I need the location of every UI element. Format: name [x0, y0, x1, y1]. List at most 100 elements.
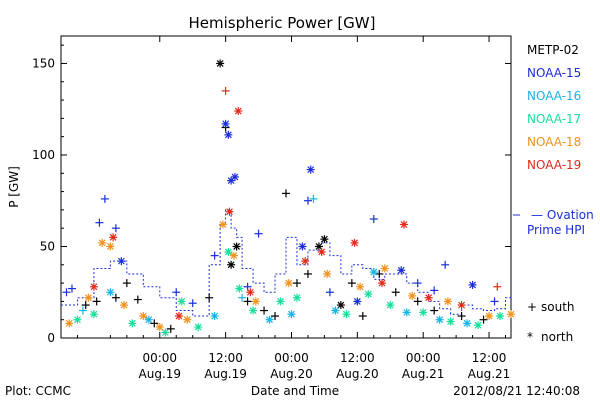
- data-point-metp-02: [282, 189, 290, 198]
- legend: METP-02 NOAA-15 NOAA-16 NOAA-17 NOAA-18 NOAA-…: [527, 43, 581, 172]
- data-point-noaa-17: [249, 306, 258, 315]
- data-point-noaa-19: [221, 86, 230, 95]
- y-axis-label: P [GW]: [7, 166, 21, 208]
- x-tick-date: Aug.20: [270, 367, 313, 381]
- y-tick-label: 50: [40, 239, 55, 253]
- data-point-metp-02: [292, 279, 301, 288]
- data-point-noaa-17: [89, 310, 98, 319]
- plot-area: [60, 35, 512, 339]
- y-tick-label: 0: [47, 331, 55, 345]
- x-tick-date: Aug.21: [402, 367, 445, 381]
- ovation-hpi-line: [61, 209, 511, 317]
- data-point-noaa-18: [380, 264, 389, 273]
- marker-key-symbol: +: [527, 300, 537, 314]
- data-point-noaa-18: [120, 301, 129, 310]
- data-point-metp-02: [133, 295, 142, 304]
- data-point-noaa-18: [155, 323, 164, 332]
- x-tick-date: Aug.20: [336, 367, 379, 381]
- x-tick-date: Aug.21: [468, 367, 511, 381]
- data-point-noaa-18: [229, 251, 238, 260]
- data-point-noaa-16: [309, 194, 318, 203]
- data-point-metp-02: [111, 293, 120, 302]
- data-point-noaa-15: [210, 251, 219, 260]
- data-point-metp-02: [303, 269, 312, 278]
- data-point-noaa-16: [144, 315, 153, 324]
- data-point-noaa-19: [109, 233, 118, 242]
- data-point-metp-02: [243, 297, 252, 306]
- marker-key-symbol: *: [527, 330, 533, 344]
- data-point-noaa-15: [95, 218, 104, 227]
- data-point-metp-02: [336, 301, 345, 310]
- y-tick-label: 150: [32, 56, 55, 70]
- x-axis-ticks: 00:00 Aug.19 12:00 Aug.19 00:00 Aug.20 12:00 Au…: [60, 36, 511, 381]
- data-point-metp-02: [81, 301, 90, 310]
- legend-item-noaa-18: NOAA-18: [527, 135, 581, 149]
- data-point-noaa-17: [161, 328, 170, 337]
- data-point-metp-02: [216, 59, 225, 68]
- data-point-noaa-15: [441, 260, 450, 269]
- data-point-noaa-17: [73, 315, 82, 324]
- data-point-noaa-19: [493, 282, 502, 291]
- data-point-metp-02: [150, 319, 159, 328]
- data-point-noaa-19: [424, 293, 433, 302]
- data-point-noaa-15: [490, 297, 499, 306]
- data-point-noaa-15: [172, 288, 181, 297]
- data-point-noaa-15: [111, 224, 120, 233]
- data-point-noaa-19: [399, 220, 408, 229]
- data-point-noaa-15: [353, 297, 362, 306]
- marker-key-label: north: [541, 330, 573, 344]
- data-point-noaa-15: [325, 288, 334, 297]
- data-point-noaa-17: [292, 293, 301, 302]
- data-point-noaa-17: [419, 308, 428, 317]
- x-tick-time: 00:00: [406, 351, 441, 365]
- chart-title: Hemispheric Power [GW]: [189, 14, 376, 32]
- data-point-noaa-15: [303, 196, 312, 205]
- x-axis-label: Date and Time: [251, 384, 339, 398]
- data-point-noaa-15: [298, 242, 307, 251]
- data-point-noaa-16: [331, 306, 340, 315]
- data-point-noaa-15: [100, 194, 109, 203]
- data-point-noaa-18: [443, 297, 452, 306]
- data-point-noaa-18: [507, 310, 515, 319]
- x-tick-time: 00:00: [274, 351, 309, 365]
- data-point-metp-02: [430, 306, 439, 315]
- data-point-noaa-18: [251, 297, 260, 306]
- data-point-noaa-19: [378, 279, 387, 288]
- data-point-metp-02: [358, 312, 367, 321]
- data-point-noaa-18: [84, 293, 93, 302]
- data-point-noaa-19: [317, 247, 326, 256]
- data-point-noaa-15: [369, 215, 378, 224]
- y-axis-ticks: 0 50 100 150: [32, 44, 511, 345]
- data-point-metp-02: [122, 279, 131, 288]
- data-point-noaa-16: [287, 310, 296, 319]
- data-point-noaa-15: [224, 130, 233, 139]
- data-point-noaa-16: [78, 306, 87, 315]
- data-point-noaa-17: [386, 301, 395, 310]
- data-point-noaa-16: [238, 293, 247, 302]
- plot-timestamp: 2012/08/21 12:40:08: [453, 384, 580, 398]
- data-point-noaa-15: [221, 119, 230, 128]
- data-point-noaa-17: [194, 323, 203, 332]
- data-point-noaa-19: [350, 238, 359, 247]
- legend-item-metp-02: METP-02: [527, 43, 579, 57]
- data-point-noaa-16: [369, 268, 378, 277]
- data-point-noaa-17: [364, 290, 373, 299]
- data-point-noaa-16: [435, 315, 444, 324]
- legend-item-noaa-19: NOAA-19: [527, 158, 581, 172]
- x-tick-date: Aug.19: [204, 367, 247, 381]
- data-point-noaa-18: [98, 238, 107, 247]
- data-point-noaa-18: [356, 282, 365, 291]
- data-point-metp-02: [320, 235, 329, 244]
- data-point-noaa-19: [234, 107, 243, 116]
- ovation-legend-label: Prime HPI: [527, 223, 585, 237]
- x-tick-time: 00:00: [142, 351, 177, 365]
- legend-item-noaa-16: NOAA-16: [527, 89, 581, 103]
- marker-key-label: south: [541, 300, 575, 314]
- data-point-noaa-18: [323, 269, 332, 278]
- data-point-noaa-15: [254, 229, 263, 238]
- data-point-metp-02: [260, 306, 269, 315]
- data-point-noaa-19: [89, 282, 98, 291]
- data-point-noaa-16: [210, 312, 219, 321]
- data-point-metp-02: [479, 315, 488, 324]
